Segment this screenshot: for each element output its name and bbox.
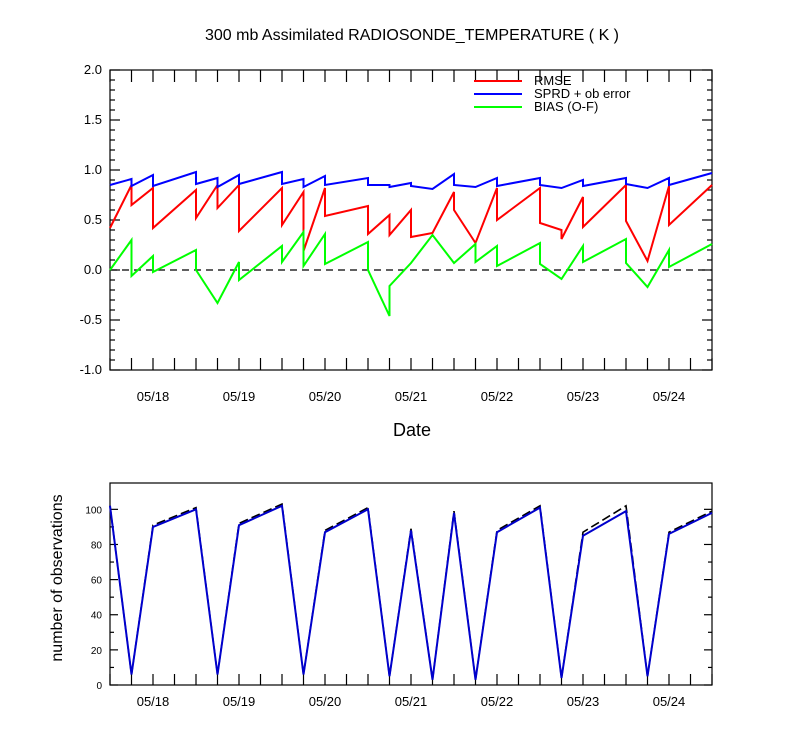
x-tick-label: 05/18 bbox=[137, 389, 170, 404]
y-tick-label: 40 bbox=[91, 611, 103, 622]
series-line-possible-observations bbox=[109, 502, 713, 680]
y-tick-label: -0.5 bbox=[80, 312, 102, 327]
x-tick-label: 05/23 bbox=[567, 694, 600, 709]
y-tick-label: 20 bbox=[91, 646, 103, 657]
y-tick-label: 0.0 bbox=[84, 262, 102, 277]
legend-label: SPRD + ob error bbox=[534, 86, 631, 101]
x-tick-label: 05/23 bbox=[567, 389, 600, 404]
x-tick-label: 05/20 bbox=[309, 694, 342, 709]
y-tick-label: 2.0 bbox=[84, 62, 102, 77]
x-tick-label: 05/19 bbox=[223, 694, 256, 709]
x-tick-label: 05/18 bbox=[137, 694, 170, 709]
x-tick-label: 05/19 bbox=[223, 389, 256, 404]
top-x-axis-label: Date bbox=[393, 420, 431, 440]
x-tick-label: 05/24 bbox=[653, 389, 686, 404]
y-tick-label: 0 bbox=[96, 681, 102, 692]
series-line-sprd-ob-error bbox=[109, 170, 713, 191]
y-tick-label: 60 bbox=[91, 576, 103, 587]
y-tick-label: -1.0 bbox=[80, 362, 102, 377]
x-tick-label: 05/21 bbox=[395, 694, 428, 709]
legend-label: RMSE bbox=[534, 73, 572, 88]
x-tick-label: 05/21 bbox=[395, 389, 428, 404]
x-tick-label: 05/22 bbox=[481, 694, 514, 709]
chart-title: 300 mb Assimilated RADIOSONDE_TEMPERATUR… bbox=[205, 27, 619, 44]
y-tick-label: 100 bbox=[85, 505, 102, 516]
y-tick-label: 80 bbox=[91, 540, 103, 551]
x-tick-label: 05/24 bbox=[653, 694, 686, 709]
bottom-y-axis-label: number of observations bbox=[49, 494, 66, 661]
y-tick-label: 1.5 bbox=[84, 112, 102, 127]
legend-label: BIAS (O-F) bbox=[534, 99, 598, 114]
x-tick-label: 05/22 bbox=[481, 389, 514, 404]
series-line-rmse bbox=[109, 181, 713, 264]
x-tick-label: 05/20 bbox=[309, 389, 342, 404]
top-plot-area: -1.0 -0.5 0.0 0.5 1.0 1.5 2.0 05/18 05/19 05/20 05… bbox=[80, 62, 713, 404]
y-tick-label: 0.5 bbox=[84, 212, 102, 227]
series-line-bias-o-f bbox=[109, 228, 713, 317]
series-line-used-observations bbox=[109, 504, 713, 680]
y-tick-label: 1.0 bbox=[84, 162, 102, 177]
bottom-plot-area: 0 20 40 60 80 100 05/18 05/19 05/20 05/21 05/22 05/… bbox=[85, 482, 713, 709]
